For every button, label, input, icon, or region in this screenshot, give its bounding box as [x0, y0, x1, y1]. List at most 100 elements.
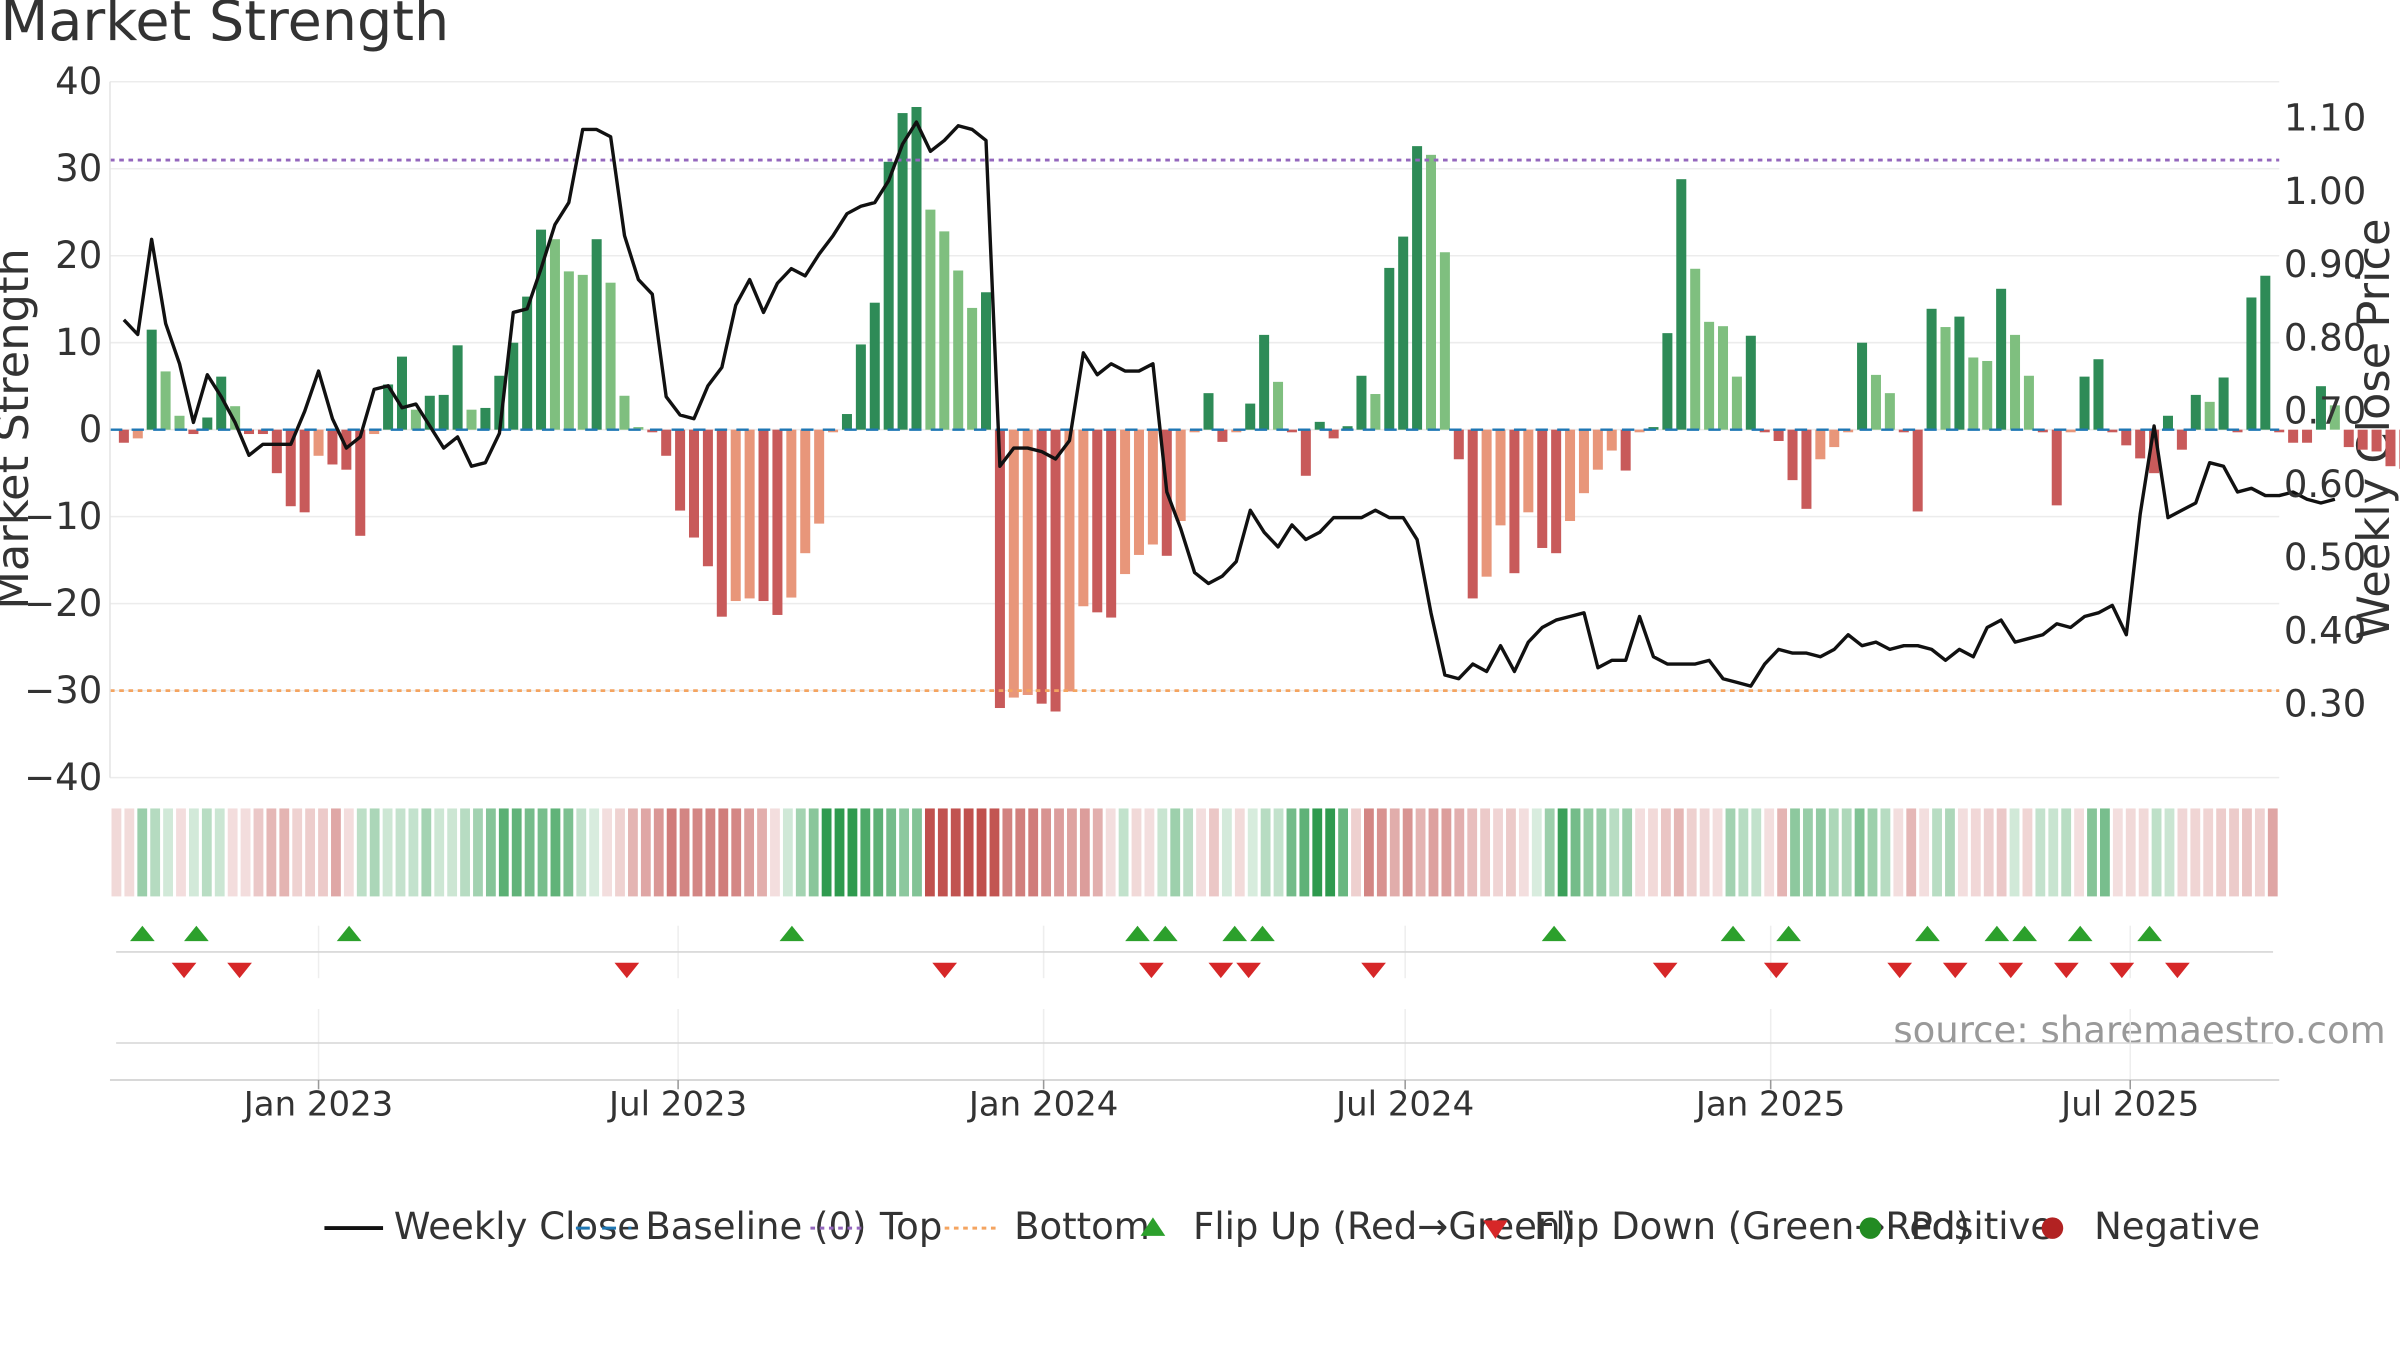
strip-cell — [2035, 808, 2046, 897]
strip-cell — [1351, 808, 1361, 897]
strip-cell — [912, 808, 922, 897]
strength-bar — [2371, 429, 2382, 452]
strip-cell — [924, 808, 935, 897]
strip-cell — [705, 808, 716, 897]
strength-bar — [1662, 333, 1673, 430]
strength-bar — [257, 429, 268, 435]
strip-cell — [1454, 808, 1465, 897]
strength-bar — [2329, 405, 2340, 430]
strip-cell — [1221, 808, 1232, 897]
strip-cell — [1725, 808, 1736, 897]
strength-bar — [1398, 236, 1409, 430]
strength-bar — [1217, 429, 1228, 442]
flip-down-marker — [2165, 962, 2190, 979]
strip-cell — [1118, 808, 1129, 897]
strip-cell — [1144, 808, 1155, 897]
strength-bar — [1801, 429, 1812, 509]
strength-bar — [424, 395, 435, 430]
strength-bar — [1718, 326, 1729, 430]
strip-cell — [2087, 808, 2097, 897]
legend-swatch — [1483, 1220, 1508, 1239]
strip-cell — [227, 808, 238, 897]
strength-bar — [285, 429, 296, 507]
strip-cell — [1945, 808, 1955, 897]
strip-cell — [2138, 808, 2149, 897]
strip-cell — [1738, 808, 1749, 897]
strip-cell — [240, 808, 251, 897]
flip-down-marker — [1236, 962, 1261, 979]
strength-bar — [2343, 429, 2354, 448]
strip-cell — [2048, 808, 2059, 897]
strip-cell — [292, 808, 303, 897]
strength-heat-strip — [111, 808, 2278, 897]
strip-cell — [1867, 808, 1878, 897]
legend-item-flip-down: Flip Down (Green→Red) — [1483, 1205, 1970, 1248]
strength-bar — [633, 427, 644, 430]
strength-bar — [1064, 429, 1075, 692]
strip-cell — [331, 808, 341, 897]
x-axis: Jan 2023 Jul 2023 Jan 2024 Jul 2024 Jan 2025… — [109, 1079, 2280, 1124]
strength-bar — [758, 429, 769, 602]
strength-bar — [786, 429, 797, 598]
strip-cell — [1544, 808, 1555, 897]
strip-cell — [343, 808, 354, 897]
x-tick-label: Jul 2023 — [607, 1084, 747, 1124]
strength-bar — [1759, 429, 1770, 433]
strength-bar — [1926, 308, 1937, 430]
strip-cell — [1557, 808, 1568, 897]
strip-cell — [253, 808, 264, 897]
strip-cell — [1441, 808, 1452, 897]
y2-tick-label: 0.60 — [2284, 463, 2366, 506]
strip-cell — [266, 808, 277, 897]
strength-bar — [1092, 429, 1103, 613]
flip-up-marker — [130, 925, 155, 942]
strength-bar — [1551, 429, 1562, 554]
strength-bars — [118, 106, 2400, 712]
x-tick-label: Jan 2023 — [242, 1084, 393, 1124]
strength-bar — [1829, 429, 1840, 448]
strength-bar — [536, 229, 547, 430]
strength-bar — [1147, 429, 1158, 545]
strip-cell — [1686, 808, 1697, 897]
legend-label: Baseline (0) — [645, 1205, 866, 1248]
strip-cell — [1376, 808, 1387, 897]
strip-cell — [1828, 808, 1839, 897]
strength-bar — [1578, 429, 1589, 494]
strip-cell — [1260, 808, 1271, 897]
strip-cell — [1880, 808, 1891, 897]
strength-bar — [146, 329, 157, 430]
strip-cell — [731, 808, 742, 897]
legend-item-flip-up: Flip Up (Red→Green) — [1140, 1205, 1575, 1248]
strength-bar — [1745, 335, 1756, 430]
legend-swatch — [1859, 1217, 1882, 1239]
strip-cell — [886, 808, 897, 897]
strip-cell — [176, 808, 186, 897]
strip-cell — [602, 808, 612, 897]
strip-cell — [1067, 808, 1077, 897]
strip-cell — [757, 808, 767, 897]
strength-bar — [2135, 429, 2146, 459]
strip-cell — [1002, 808, 1013, 897]
y-tick-label: 10 — [55, 321, 102, 364]
flip-up-marker — [1125, 925, 1150, 942]
strength-bar — [925, 209, 936, 430]
y-tick-label: −20 — [24, 582, 102, 625]
strength-bar — [174, 415, 185, 430]
strip-cell — [1480, 808, 1491, 897]
strip-cell — [1338, 808, 1348, 897]
strip-cell — [2151, 808, 2162, 897]
strength-bar — [1286, 429, 1297, 433]
flip-down-marker — [2109, 962, 2135, 979]
strength-bar — [355, 429, 366, 536]
strength-bar — [661, 429, 672, 456]
strip-cell — [2022, 808, 2033, 897]
legend-swatch — [1140, 1217, 1166, 1236]
strength-bar — [953, 270, 964, 430]
strip-cell — [1286, 808, 1297, 897]
strength-bar — [2079, 376, 2090, 430]
legend-label: Top — [879, 1205, 942, 1248]
strip-cell — [860, 808, 871, 897]
strength-bar — [1884, 393, 1895, 430]
strip-cell — [1196, 808, 1206, 897]
flip-down-marker — [227, 962, 252, 979]
